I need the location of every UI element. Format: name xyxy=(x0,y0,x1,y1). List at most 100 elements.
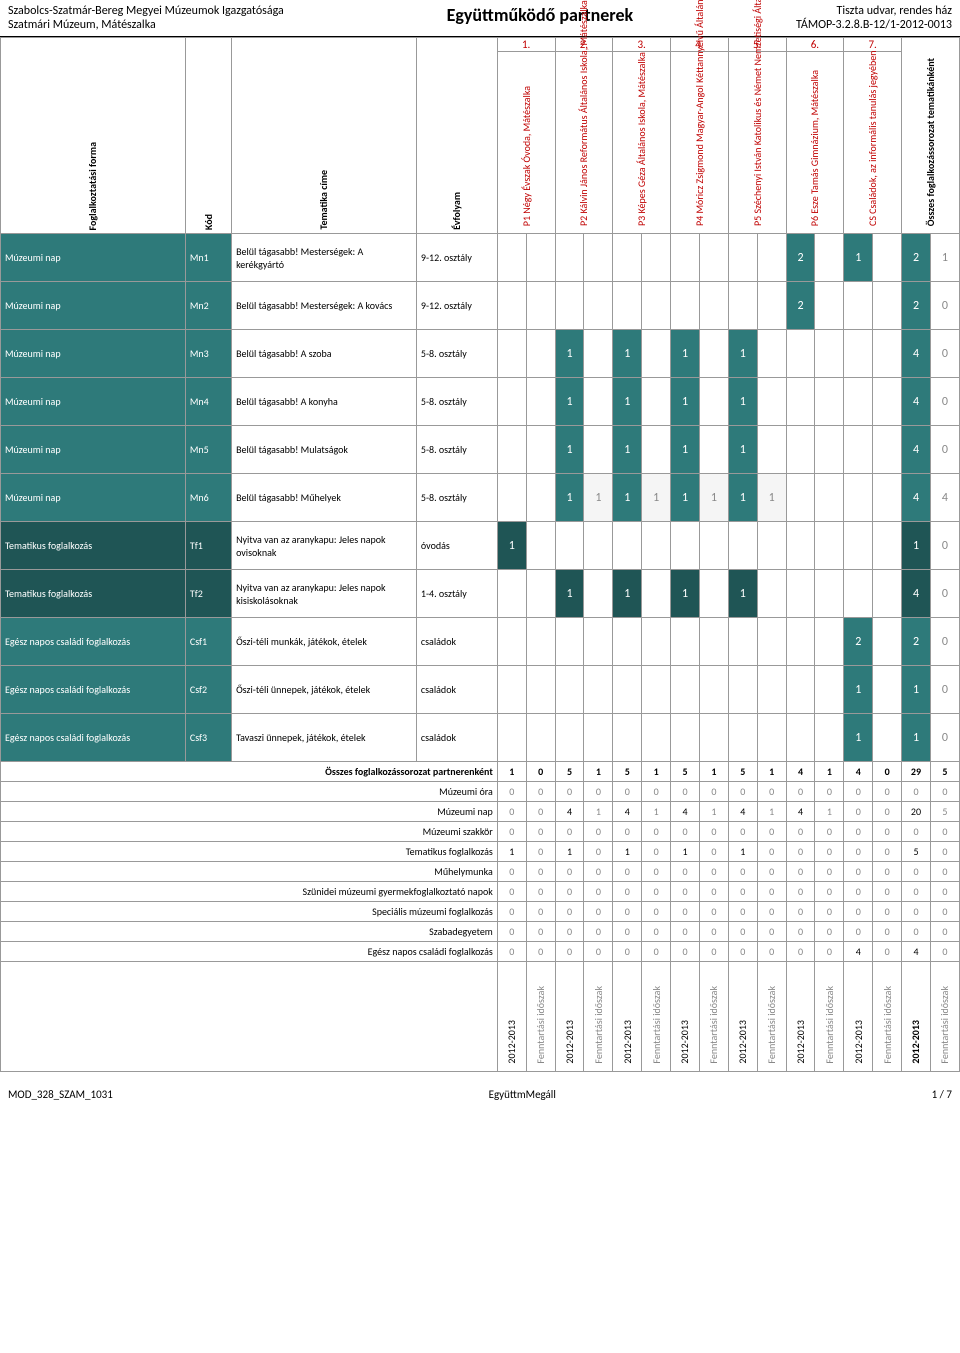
cell-value: 1 xyxy=(613,378,642,426)
cell-value: 1 xyxy=(671,378,700,426)
cell-evf: 1-4. osztály xyxy=(416,570,497,618)
summary-value: 0 xyxy=(613,922,642,942)
period-label-sum: Fenntartási időszak xyxy=(938,986,951,1064)
summary-value: 4 xyxy=(786,762,815,782)
summary-value: 0 xyxy=(699,942,728,962)
cell-value xyxy=(671,618,700,666)
summary-value: 0 xyxy=(815,902,844,922)
page-footer: MOD_328_SZAM_1031 EgyüttmMegáll 1 / 7 xyxy=(0,1082,960,1107)
table-row: Múzeumi napMn2Belül tágasabb! Mestersége… xyxy=(1,282,960,330)
cell-value xyxy=(815,378,844,426)
cell-kod: Tf2 xyxy=(185,570,231,618)
cell-value xyxy=(642,714,671,762)
cell-tema: Nyitva van az aranykapu: Jeles napok kis… xyxy=(232,570,417,618)
cell-evf: óvodás xyxy=(416,522,497,570)
cell-value xyxy=(642,426,671,474)
cell-value xyxy=(786,474,815,522)
period-label-7: Fenntartási időszak xyxy=(881,986,894,1064)
summary-value: 0 xyxy=(699,922,728,942)
cell-value xyxy=(757,714,786,762)
cell-value xyxy=(555,282,584,330)
summary-value: 4 xyxy=(844,762,873,782)
cell-value: 2 xyxy=(902,234,931,282)
summary-value: 5 xyxy=(671,762,700,782)
cell-forma: Múzeumi nap xyxy=(1,474,186,522)
summary-value: 0 xyxy=(642,822,671,842)
summary-value: 29 xyxy=(902,762,931,782)
cell-tema: Nyitva van az aranykapu: Jeles napok ovi… xyxy=(232,522,417,570)
cell-kod: Csf2 xyxy=(185,666,231,714)
cell-value xyxy=(873,714,902,762)
cell-value xyxy=(786,714,815,762)
summary-value: 1 xyxy=(584,762,613,782)
cell-value xyxy=(873,618,902,666)
summary-label: Múzeumi szakkör xyxy=(1,822,498,842)
summary-value: 0 xyxy=(526,822,555,842)
cell-value xyxy=(873,282,902,330)
summary-value: 4 xyxy=(844,942,873,962)
summary-value: 0 xyxy=(671,942,700,962)
cell-value xyxy=(497,426,526,474)
summary-value: 0 xyxy=(930,902,959,922)
year-label-7: 2012-2013 xyxy=(852,1020,865,1064)
col-p3-label: P3 Képes Géza Általános Iskola, Mátészal… xyxy=(635,56,648,226)
summary-value: 0 xyxy=(613,882,642,902)
table-row: Egész napos családi foglalkozásCsf1Őszi-… xyxy=(1,618,960,666)
year-label-2: 2012-2013 xyxy=(563,1020,576,1064)
cell-value xyxy=(584,570,613,618)
cell-value xyxy=(526,570,555,618)
summary-value: 0 xyxy=(699,882,728,902)
summary-value: 4 xyxy=(728,802,757,822)
cell-value: 0 xyxy=(930,330,959,378)
summary-value: 0 xyxy=(757,942,786,962)
cell-value xyxy=(584,714,613,762)
footer-period-row: 2012-2013 Fenntartási időszak 2012-2013 … xyxy=(1,962,960,1072)
summary-value: 0 xyxy=(642,782,671,802)
summary-value: 0 xyxy=(844,842,873,862)
summary-value: 0 xyxy=(815,782,844,802)
cell-value xyxy=(526,474,555,522)
org-name: Szabolcs-Szatmár-Bereg Megyei Múzeumok I… xyxy=(8,4,284,18)
summary-value: 0 xyxy=(728,882,757,902)
table-row: Egész napos családi foglalkozásCsf2Őszi-… xyxy=(1,666,960,714)
table-row: Múzeumi napMn1Belül tágasabb! Mestersége… xyxy=(1,234,960,282)
cell-value xyxy=(555,666,584,714)
cell-kod: Tf1 xyxy=(185,522,231,570)
cell-value: 1 xyxy=(728,570,757,618)
cell-value xyxy=(873,666,902,714)
cell-value xyxy=(584,378,613,426)
cell-value: 1 xyxy=(844,714,873,762)
summary-value: 1 xyxy=(699,802,728,822)
table-row: Egész napos családi foglalkozásCsf3Tavas… xyxy=(1,714,960,762)
summary-value: 0 xyxy=(728,902,757,922)
cell-value xyxy=(844,330,873,378)
cell-value xyxy=(815,666,844,714)
cell-value: 1 xyxy=(555,474,584,522)
partner-number-row: Foglalkoztatási forma Kód Tematika címe … xyxy=(1,38,960,52)
header-title: Együttműködő partnerek xyxy=(447,4,634,32)
summary-value: 1 xyxy=(555,842,584,862)
cell-value xyxy=(844,378,873,426)
cell-value xyxy=(699,666,728,714)
summary-value: 0 xyxy=(786,822,815,842)
cell-value xyxy=(728,282,757,330)
summary-row: Műhelymunka0000000000000000 xyxy=(1,862,960,882)
summary-value: 0 xyxy=(584,942,613,962)
summary-value: 20 xyxy=(902,802,931,822)
summary-value: 0 xyxy=(873,942,902,962)
cell-value xyxy=(497,666,526,714)
summary-value: 0 xyxy=(671,862,700,882)
year-label-4: 2012-2013 xyxy=(678,1020,691,1064)
summary-value: 0 xyxy=(757,902,786,922)
summary-value: 0 xyxy=(815,922,844,942)
cell-value xyxy=(526,666,555,714)
summary-value: 0 xyxy=(786,882,815,902)
summary-value: 0 xyxy=(786,782,815,802)
summary-value: 0 xyxy=(699,782,728,802)
summary-value: 0 xyxy=(699,902,728,922)
cell-value xyxy=(699,714,728,762)
project-code: TÁMOP-3.2.8.B-12/1-2012-0013 xyxy=(796,18,952,32)
summary-value: 0 xyxy=(642,862,671,882)
cell-value xyxy=(584,330,613,378)
cell-evf: 9-12. osztály xyxy=(416,234,497,282)
